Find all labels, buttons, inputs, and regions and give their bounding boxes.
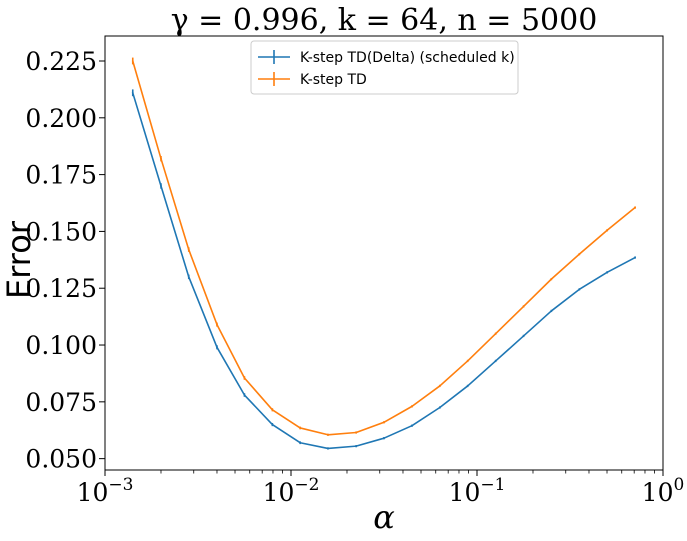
data-point <box>466 385 469 387</box>
data-point <box>411 424 413 427</box>
data-point <box>383 437 385 440</box>
x-tick-label: 100 <box>642 475 685 507</box>
y-tick-label: 0.100 <box>25 331 97 360</box>
data-point <box>550 310 553 312</box>
data-point <box>606 229 609 232</box>
legend: K-step TD(Delta) (scheduled k) K-step TD <box>250 40 519 95</box>
data-point <box>466 360 469 362</box>
x-tick-label: 10−3 <box>77 475 134 507</box>
y-axis-label: Error <box>0 220 38 299</box>
data-point <box>494 360 497 362</box>
data-point <box>243 377 246 379</box>
data-point <box>131 60 134 62</box>
x-tick-label: 10−2 <box>263 475 320 507</box>
data-point <box>216 323 218 326</box>
y-tick-label: 0.125 <box>25 274 97 303</box>
plot-frame <box>104 35 664 471</box>
x-tick-label: 10−1 <box>449 475 506 507</box>
legend-label: K-step TD <box>300 72 367 88</box>
data-point <box>606 271 609 274</box>
legend-label: K-step TD(Delta) (scheduled k) <box>300 50 515 66</box>
x-axis: 10−3 10−2 10−1 100 <box>77 470 685 507</box>
data-point <box>550 278 553 281</box>
data-point <box>160 157 162 160</box>
data-point <box>355 445 358 448</box>
data-point <box>438 406 441 409</box>
data-point <box>131 91 134 94</box>
legend-box <box>250 40 519 95</box>
data-point <box>522 305 525 308</box>
y-tick-label: 0.050 <box>25 445 97 474</box>
y-tick-label: 0.225 <box>25 47 97 76</box>
y-tick-label: 0.175 <box>25 161 97 190</box>
data-point <box>327 447 329 450</box>
data-point <box>187 275 190 278</box>
data-point <box>383 421 385 424</box>
y-tick-label: 0.200 <box>25 104 97 133</box>
y-axis: 0.050 0.075 0.100 0.125 0.150 0.175 0.200 0.225 <box>25 47 105 474</box>
data-point <box>634 256 637 259</box>
y-tick-label: 0.150 <box>25 217 97 246</box>
data-point <box>634 206 637 209</box>
data-point <box>355 431 358 434</box>
data-point <box>243 394 246 396</box>
x-axis-label: α <box>373 498 395 536</box>
data-point <box>522 335 525 337</box>
y-tick-label: 0.075 <box>25 388 97 417</box>
data-point <box>578 288 581 291</box>
data-point <box>438 385 441 387</box>
data-point <box>327 433 329 436</box>
data-point <box>216 346 218 349</box>
data-point <box>411 405 413 408</box>
data-point <box>271 423 274 426</box>
data-point <box>271 408 274 411</box>
plot-area <box>131 57 637 450</box>
data-point <box>187 248 190 251</box>
data-point <box>299 441 302 444</box>
data-point <box>299 427 302 429</box>
data-point <box>160 185 162 187</box>
data-point <box>578 253 581 256</box>
chart-title: γ = 0.996, k = 64, n = 5000 <box>171 3 598 38</box>
data-point <box>494 332 497 335</box>
